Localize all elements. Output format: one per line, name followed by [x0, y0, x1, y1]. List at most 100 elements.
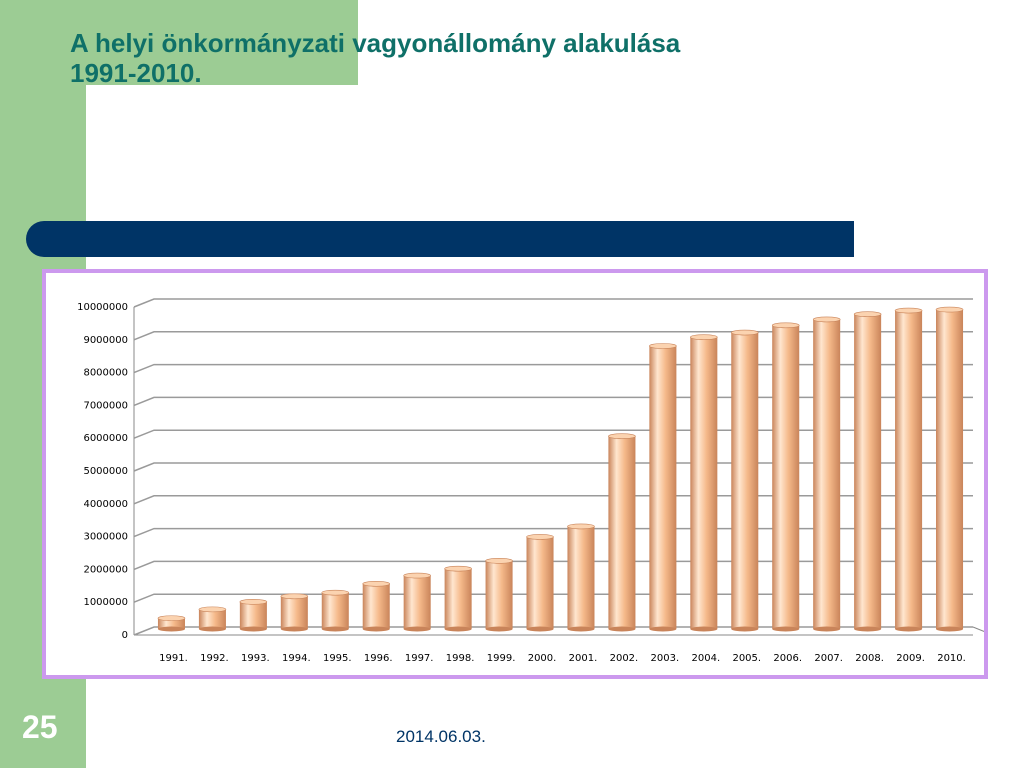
- y-tick-label: 6000000: [83, 433, 128, 444]
- bar-base: [567, 626, 595, 632]
- bar-top: [157, 615, 186, 622]
- bar-top: [526, 534, 554, 540]
- y-tick-label: 9000000: [83, 335, 128, 346]
- y-tick-label: 4000000: [83, 499, 128, 510]
- bar-top: [321, 589, 350, 596]
- bar-base: [731, 626, 759, 632]
- bar-top: [730, 329, 759, 336]
- bar: [690, 337, 718, 629]
- gridline: [133, 429, 973, 439]
- bar-top: [690, 334, 718, 340]
- bar: [526, 536, 554, 629]
- bar: [403, 575, 431, 629]
- bar: [280, 596, 308, 629]
- bar: [731, 332, 759, 629]
- bar-top: [812, 316, 841, 323]
- bar: [198, 609, 226, 629]
- x-tick-label: 2000.: [528, 653, 557, 664]
- gridline: [133, 495, 973, 505]
- title-underline-bar: [26, 221, 854, 257]
- slide-number: 25: [22, 709, 58, 745]
- bar: [321, 592, 349, 629]
- gridline: [133, 462, 973, 472]
- bar: [895, 310, 923, 629]
- bar-top: [239, 599, 268, 605]
- bar-top: [608, 433, 636, 439]
- y-tick-label: 5000000: [83, 466, 128, 477]
- bar: [567, 526, 595, 629]
- x-tick-label: 1999.: [487, 653, 516, 664]
- slide-title: A helyi önkormányzati vagyonállomány ala…: [70, 28, 681, 88]
- bar-base: [157, 626, 185, 632]
- gridline: [133, 527, 973, 538]
- bar-base: [936, 626, 964, 632]
- bar-base: [649, 626, 677, 632]
- bar-base: [198, 626, 226, 632]
- bar-base: [485, 626, 513, 632]
- bar: [813, 319, 841, 629]
- green-top-band: [0, 0, 358, 85]
- x-tick-label: 2002.: [610, 653, 639, 664]
- x-tick-label: 2001.: [569, 653, 598, 664]
- bar: [362, 583, 390, 629]
- gridline: [133, 298, 973, 308]
- bar: [485, 560, 513, 629]
- bar-base: [772, 626, 800, 632]
- bar: [772, 325, 800, 629]
- x-tick-label: 1991.: [159, 653, 188, 664]
- bar-top: [280, 593, 309, 600]
- bar: [854, 314, 882, 629]
- x-tick-label: 1998.: [446, 653, 475, 664]
- y-tick-label: 8000000: [83, 368, 128, 379]
- x-tick-label: 1997.: [405, 653, 434, 664]
- bar-base: [444, 626, 472, 632]
- y-tick-label: 10000000: [77, 302, 128, 313]
- bar: [936, 309, 964, 629]
- bar-base: [526, 626, 554, 632]
- bar: [608, 436, 636, 629]
- x-tick-label: 2008.: [855, 653, 884, 664]
- y-tick-label: 0: [122, 630, 128, 641]
- bar: [239, 601, 267, 629]
- y-tick-label: 2000000: [83, 564, 128, 575]
- bar-top: [853, 311, 882, 317]
- bar-base: [854, 626, 882, 632]
- gridline: [133, 331, 973, 341]
- x-tick-label: 1996.: [364, 653, 393, 664]
- gridline: [133, 396, 973, 407]
- bar-base: [362, 626, 390, 632]
- bar-top: [935, 306, 964, 313]
- x-tick-label: 2004.: [692, 653, 721, 664]
- bar-top: [771, 322, 800, 329]
- x-tick-label: 2009.: [896, 653, 925, 664]
- bar-base: [813, 626, 841, 632]
- bar: [649, 346, 677, 629]
- chart-frame: 0 1000000 2000000 3000000 4000000 5000000 6000…: [42, 269, 988, 679]
- bar-top: [444, 565, 472, 572]
- bar-base: [608, 626, 636, 632]
- x-tick-label: 1995.: [323, 653, 352, 664]
- bar-base: [403, 626, 431, 632]
- x-tick-label: 1992.: [200, 653, 229, 664]
- x-tick-label: 1993.: [241, 653, 270, 664]
- bar-chart: 0 1000000 2000000 3000000 4000000 5000000 6000…: [77, 298, 984, 664]
- bar-top: [198, 606, 227, 613]
- bar: [157, 618, 185, 629]
- bar-top: [649, 343, 677, 349]
- y-tick-label: 3000000: [83, 532, 128, 543]
- x-tick-label: 2005.: [732, 653, 761, 664]
- bar-base: [321, 626, 349, 632]
- x-tick-label: 2003.: [651, 653, 680, 664]
- x-tick-label: 2010.: [937, 653, 966, 664]
- bar-base: [690, 626, 718, 632]
- x-tick-label: 2006.: [773, 653, 802, 664]
- x-tick-label: 2007.: [814, 653, 843, 664]
- bar-top: [403, 572, 431, 579]
- bar-top: [567, 523, 595, 530]
- y-tick-label: 7000000: [83, 400, 128, 411]
- bar-base: [239, 626, 267, 632]
- y-tick-label: 1000000: [83, 597, 128, 608]
- bar-top: [362, 580, 391, 587]
- x-axis-side-line: [972, 626, 984, 632]
- bar: [444, 568, 472, 629]
